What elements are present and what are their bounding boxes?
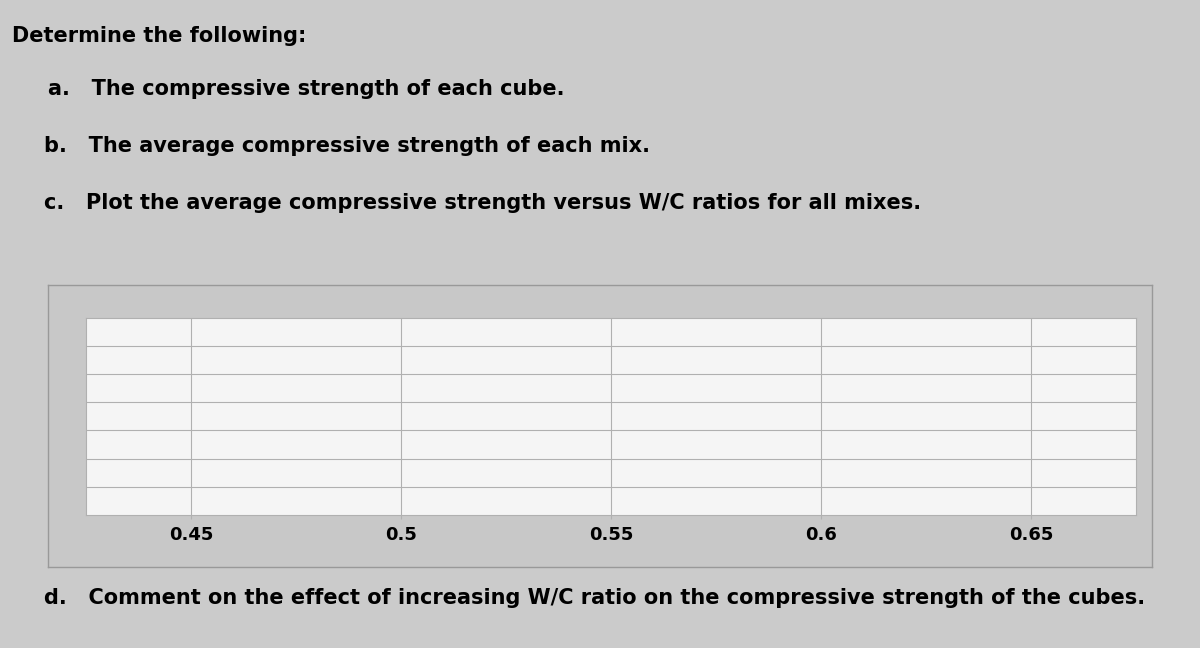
Text: d.   Comment on the effect of increasing W/C ratio on the compressive strength o: d. Comment on the effect of increasing W… xyxy=(44,588,1146,608)
Text: b.   The average compressive strength of each mix.: b. The average compressive strength of e… xyxy=(44,136,650,156)
Text: a.   The compressive strength of each cube.: a. The compressive strength of each cube… xyxy=(48,79,564,99)
Text: Determine the following:: Determine the following: xyxy=(12,26,306,46)
Text: c.   Plot the average compressive strength versus W/C ratios for all mixes.: c. Plot the average compressive strength… xyxy=(44,193,922,213)
